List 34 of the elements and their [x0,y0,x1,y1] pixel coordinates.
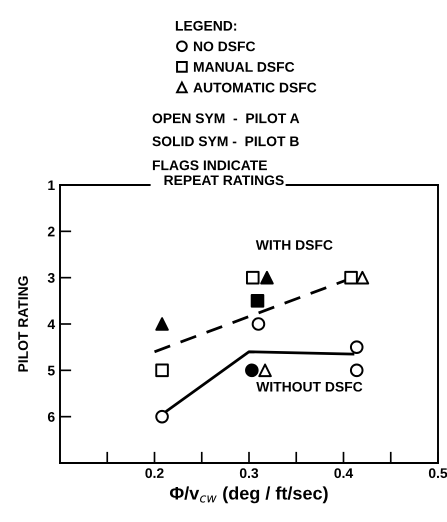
point [258,364,272,378]
x-tick-label: 0.4 [334,468,354,478]
y-tick-label: 5 [48,366,55,376]
y-tick-label: 2 [48,226,55,236]
annotation: FLAGS INDICATE REPEAT RATINGS [152,160,284,186]
y-tick-label: 6 [48,412,55,422]
x-tick-label: 0.2 [145,468,164,478]
text: SOLID SYM - PILOT B [152,136,299,146]
y-tick-label: 3 [48,273,55,283]
y-tick-label: 1 [48,180,55,190]
annotation: WITHOUT DSFC [256,382,362,392]
legend-label: NO DSFC [194,41,256,52]
point [246,270,260,284]
legend-label: AUTOMATIC DSFC [193,82,316,92]
point [252,317,266,331]
point [350,340,364,354]
point [155,364,169,378]
x-tick-label: 0.3 [240,468,258,478]
point [250,294,264,308]
point [350,364,364,378]
y-tick-label: 4 [48,319,56,330]
legend-label: MANUAL DSFC [194,62,294,72]
point [260,270,274,284]
point [155,410,169,424]
point [155,317,169,331]
legend-title: LEGEND: [176,20,236,31]
annotation: WITH DSFC [256,240,333,250]
text: OPEN SYM - PILOT A [152,113,300,124]
x-axis-title: Φ/v$_{cw}$ (deg / ft/sec) [170,486,328,504]
x-tick-label: 0.5 [428,468,447,478]
point [344,270,358,284]
point [356,270,370,284]
point [245,364,259,378]
y-axis-title: PILOT RATING [18,276,28,372]
